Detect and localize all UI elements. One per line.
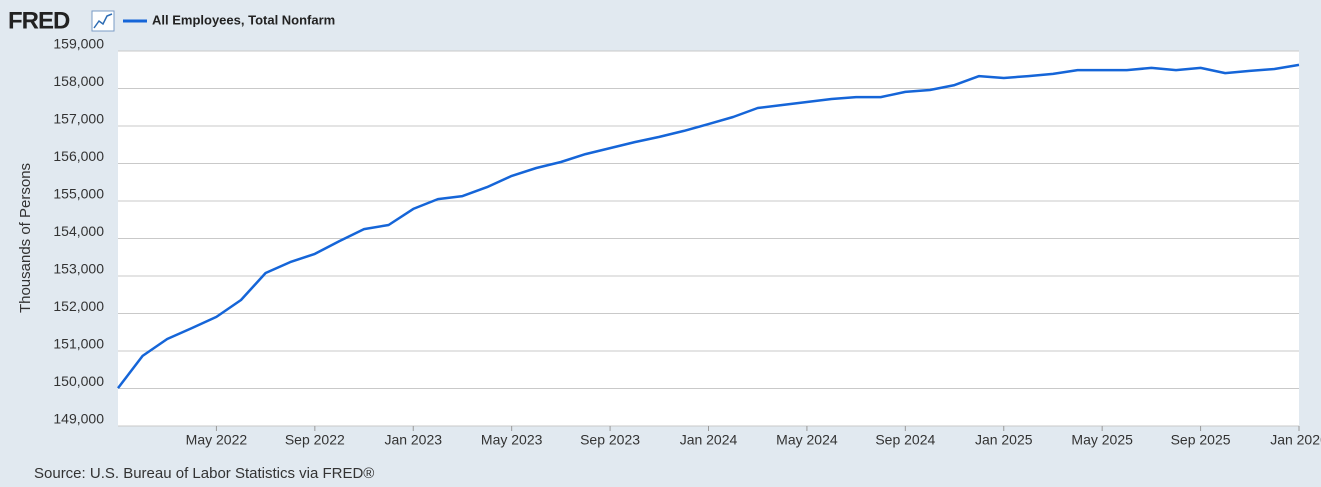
y-tick-label: 156,000 — [53, 148, 104, 164]
y-tick-label: 153,000 — [53, 261, 104, 277]
y-tick-label: 150,000 — [53, 373, 104, 389]
x-tick-label: Sep 2024 — [875, 432, 935, 448]
x-tick-label: Sep 2025 — [1171, 432, 1231, 448]
logo-icon — [91, 10, 115, 32]
x-tick-label: Sep 2023 — [580, 432, 640, 448]
y-tick-label: 149,000 — [53, 411, 104, 427]
y-tick-label: 159,000 — [53, 36, 104, 52]
x-tick-label: May 2022 — [186, 432, 248, 448]
x-tick-label: Jan 2023 — [384, 432, 442, 448]
y-tick-label: 151,000 — [53, 336, 104, 352]
x-tick-label: Jan 2026 — [1270, 432, 1321, 448]
x-tick-label: Jan 2025 — [975, 432, 1033, 448]
x-tick-label: Sep 2022 — [285, 432, 345, 448]
source: Source: U.S. Bureau of Labor Statistics … — [34, 465, 374, 482]
legend-label: All Employees, Total Nonfarm — [152, 12, 335, 27]
x-tick-label: Jan 2024 — [680, 432, 738, 448]
y-tick-label: 158,000 — [53, 73, 104, 89]
y-tick-label: 155,000 — [53, 186, 104, 202]
x-tick-label: May 2023 — [481, 432, 543, 448]
x-tick-label: May 2025 — [1071, 432, 1133, 448]
y-tick-label: 154,000 — [53, 223, 104, 239]
y-tick-label: 152,000 — [53, 298, 104, 314]
x-tick-label: May 2024 — [776, 432, 838, 448]
y-axis-label: Thousands of Persons — [17, 163, 34, 313]
y-tick-label: 157,000 — [53, 111, 104, 127]
logo: FRED — [8, 7, 70, 34]
series-line — [117, 63, 1300, 389]
